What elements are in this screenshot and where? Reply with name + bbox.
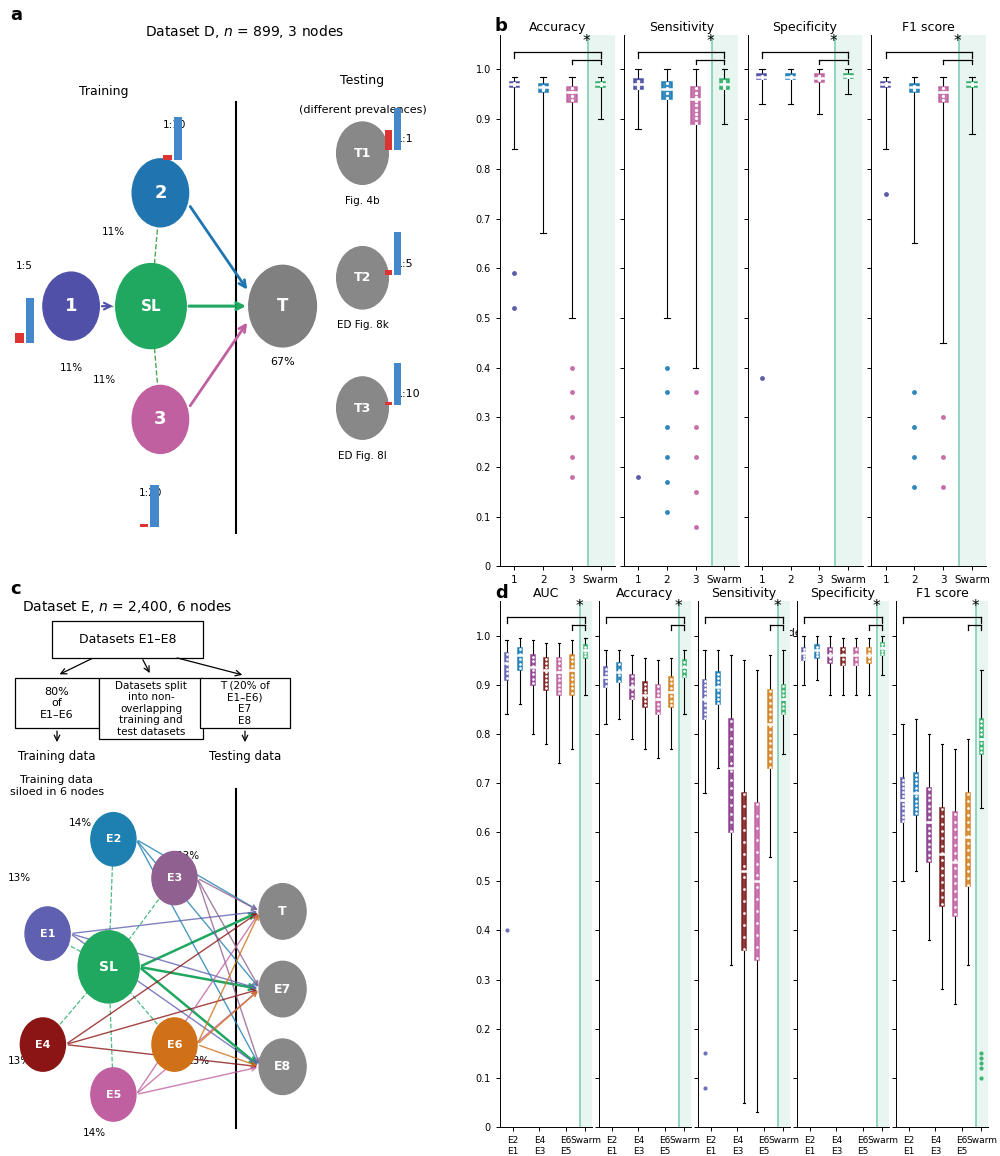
Bar <box>901 778 904 822</box>
Text: T1: T1 <box>354 147 371 160</box>
Bar <box>729 719 733 832</box>
Bar <box>505 653 508 680</box>
Text: 13%: 13% <box>177 851 200 861</box>
Bar <box>596 82 605 87</box>
Bar <box>966 793 970 887</box>
Circle shape <box>337 123 388 184</box>
Bar <box>99 679 203 740</box>
Text: E8: E8 <box>274 1060 291 1073</box>
Bar <box>656 684 660 714</box>
Bar <box>163 155 172 160</box>
Bar <box>385 129 392 150</box>
Circle shape <box>259 962 306 1017</box>
Bar <box>662 82 672 99</box>
Text: 67%: 67% <box>270 357 295 368</box>
Text: 11%: 11% <box>60 363 83 373</box>
Text: d: d <box>495 584 508 602</box>
Bar <box>140 524 148 527</box>
Text: Nodes: Nodes <box>651 628 683 638</box>
Title: Sensitivity: Sensitivity <box>649 21 714 34</box>
Bar <box>567 87 577 102</box>
Text: 1:20: 1:20 <box>139 488 163 498</box>
Text: 80%
of
E1–E6: 80% of E1–E6 <box>40 687 74 720</box>
Text: 1:1: 1:1 <box>395 134 413 144</box>
Bar <box>200 679 290 728</box>
Text: 1:5: 1:5 <box>395 259 413 268</box>
Circle shape <box>259 1039 306 1095</box>
Text: 3: 3 <box>154 410 167 429</box>
Bar <box>835 35 861 566</box>
Bar <box>683 660 686 677</box>
Circle shape <box>116 264 186 349</box>
Circle shape <box>91 1068 136 1121</box>
Text: 14%: 14% <box>69 817 92 828</box>
Text: *: * <box>583 34 590 49</box>
Bar <box>841 647 845 665</box>
Bar <box>815 74 824 82</box>
Bar <box>940 808 944 906</box>
Circle shape <box>132 158 189 227</box>
Bar <box>385 269 392 275</box>
Text: 13%: 13% <box>8 1057 31 1066</box>
Bar <box>881 643 884 655</box>
Bar <box>910 84 919 91</box>
Bar <box>802 647 805 660</box>
Bar <box>976 601 987 1127</box>
Title: F1 score: F1 score <box>902 21 955 34</box>
Bar <box>518 647 522 670</box>
Bar <box>815 645 819 658</box>
Text: 11%: 11% <box>92 375 116 385</box>
Text: 13%: 13% <box>8 873 31 883</box>
Title: Accuracy: Accuracy <box>616 587 674 600</box>
Text: Nodes: Nodes <box>774 628 807 638</box>
Bar <box>394 232 401 275</box>
Bar <box>939 87 948 102</box>
Text: *: * <box>830 34 838 49</box>
Bar <box>385 402 392 406</box>
Text: T (20% of
E1–E6)
E7
E8: T (20% of E1–E6) E7 E8 <box>220 681 270 726</box>
Bar <box>881 82 890 87</box>
Text: 1:10: 1:10 <box>395 388 420 399</box>
Circle shape <box>337 246 388 309</box>
Circle shape <box>43 272 99 340</box>
Bar <box>959 35 985 566</box>
Circle shape <box>337 377 388 439</box>
Bar <box>877 601 888 1127</box>
Bar <box>26 297 34 343</box>
Bar <box>557 658 561 695</box>
Text: *: * <box>706 34 714 49</box>
Title: Specificity: Specificity <box>773 21 837 34</box>
Bar <box>150 484 159 527</box>
Text: a: a <box>10 6 22 24</box>
Text: *: * <box>872 599 880 614</box>
Bar <box>679 601 690 1127</box>
Text: E7: E7 <box>274 983 291 995</box>
Text: Testing data: Testing data <box>209 750 281 763</box>
Text: E4: E4 <box>35 1039 51 1050</box>
Bar <box>52 622 203 658</box>
Bar <box>716 673 720 704</box>
Text: T: T <box>277 297 288 316</box>
Text: Datasets E1–E8: Datasets E1–E8 <box>79 633 176 646</box>
Bar <box>867 647 871 662</box>
Title: Accuracy: Accuracy <box>529 21 586 34</box>
Text: ED Fig. 8l: ED Fig. 8l <box>338 451 387 460</box>
Text: Dataset D, $n$ = 899, 3 nodes: Dataset D, $n$ = 899, 3 nodes <box>145 23 345 40</box>
Bar <box>927 788 931 861</box>
Bar <box>782 684 785 714</box>
Bar <box>580 601 591 1127</box>
Text: 14%: 14% <box>83 1128 106 1139</box>
Bar <box>967 82 977 87</box>
Text: SL: SL <box>141 298 161 313</box>
Bar <box>394 108 401 150</box>
Text: 1: 1 <box>65 297 77 316</box>
Text: E1: E1 <box>40 928 55 939</box>
Title: F1 score: F1 score <box>916 587 968 600</box>
Title: AUC: AUC <box>533 587 559 600</box>
Bar <box>720 80 729 89</box>
Bar <box>630 675 634 699</box>
Bar <box>828 647 832 662</box>
Bar <box>755 802 759 959</box>
Bar <box>394 363 401 406</box>
Text: b: b <box>495 17 508 36</box>
